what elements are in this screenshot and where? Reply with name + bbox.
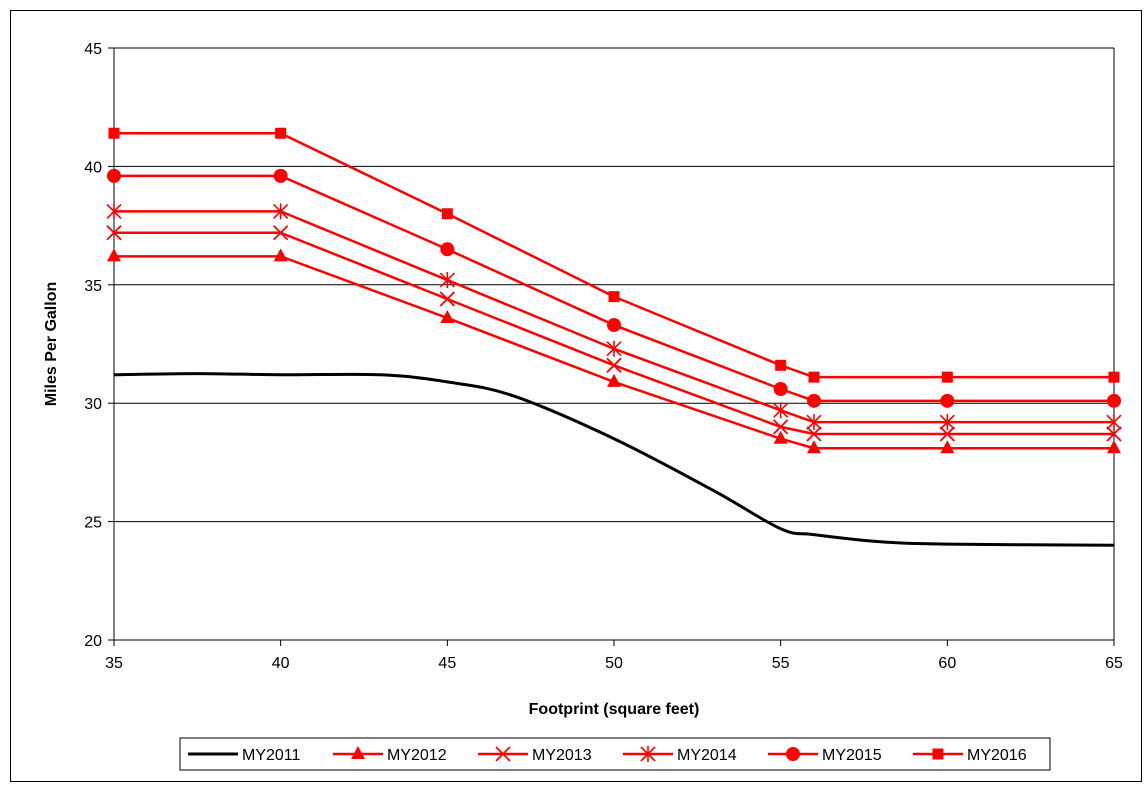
point-MY2015-65 [1107, 393, 1121, 408]
legend-label-MY2012: MY2012 [387, 747, 447, 764]
point-MY2014-45 [439, 272, 455, 289]
point-MY2013-40 [273, 225, 289, 241]
series-line-MY2011 [113, 372, 1115, 547]
legend-box [179, 737, 1051, 771]
series-line-MY2016 [114, 131, 1114, 379]
point-MY2015-45 [440, 242, 455, 257]
point-MY2015-35 [107, 168, 121, 183]
legend-label-MY2011: MY2011 [242, 747, 301, 764]
series-MY2013 [106, 225, 1122, 442]
point-MY2013-35 [106, 225, 122, 241]
series-MY2016 [108, 127, 1120, 383]
legend-item-MY2013: MY2013 [478, 746, 592, 764]
x-tick-label-35: 35 [105, 655, 123, 672]
legend-marker-MY2014 [640, 746, 656, 762]
legend-item-MY2014: MY2014 [623, 746, 737, 764]
point-MY2012-45 [440, 309, 455, 323]
point-MY2014-65 [1106, 414, 1122, 431]
legend-item-MY2015: MY2015 [768, 747, 882, 764]
point-MY2012-50 [607, 373, 621, 387]
legend-marker-MY2016 [932, 748, 944, 760]
series-MY2012 [107, 248, 1121, 454]
point-MY2016-50 [608, 291, 620, 303]
point-MY2015-60 [940, 393, 955, 408]
point-MY2014-40 [273, 203, 289, 220]
x-tick-label-45: 45 [438, 655, 456, 672]
point-MY2016-55 [775, 359, 787, 371]
point-MY2016-65 [1108, 371, 1120, 383]
y-tick-label-25: 25 [84, 515, 102, 532]
chart-frame [10, 10, 1142, 782]
series-MY2015 [107, 168, 1121, 408]
x-axis-title: Footprint (square feet) [529, 701, 700, 718]
point-MY2015-50 [607, 318, 621, 333]
point-MY2012-60 [940, 440, 955, 454]
legend-marker-MY2015 [786, 747, 800, 761]
axes: 20 25 30 35 40 45 35 40 45 50 55 60 65 [84, 41, 1123, 672]
series-MY2011 [113, 372, 1115, 547]
point-MY2012-65 [1107, 440, 1121, 454]
legend-item-MY2016: MY2016 [913, 747, 1027, 764]
x-tick-label-65: 65 [1105, 655, 1123, 672]
point-MY2013-65 [1106, 426, 1122, 442]
series [106, 127, 1122, 547]
point-MY2014-60 [939, 414, 955, 431]
point-MY2013-56 [806, 426, 822, 442]
point-MY2015-55 [773, 381, 788, 396]
point-MY2015-56 [807, 393, 821, 408]
series-line-MY2012 [114, 255, 1114, 450]
y-axis-title: Miles Per Gallon [43, 282, 60, 406]
y-tick-label-20: 20 [84, 633, 102, 650]
point-MY2016-56 [808, 371, 820, 383]
legend-label-MY2014: MY2014 [677, 747, 737, 764]
point-MY2013-55 [773, 419, 789, 435]
series-MY2014 [106, 203, 1122, 431]
legend: MY2011 MY2012 MY2013 MY2014 MY2015 MY2016 [179, 737, 1051, 771]
legend-label-MY2013: MY2013 [532, 747, 592, 764]
y-tick-label-40: 40 [84, 159, 102, 176]
point-MY2013-50 [606, 357, 622, 373]
y-tick-label-35: 35 [84, 278, 102, 295]
point-MY2015-40 [273, 168, 288, 183]
legend-item-MY2012: MY2012 [333, 746, 447, 764]
point-MY2012-40 [273, 248, 288, 262]
legend-marker-MY2013 [495, 746, 511, 762]
series-line-MY2013 [114, 231, 1114, 436]
legend-item-MY2011: MY2011 [188, 747, 301, 764]
point-MY2016-35 [108, 127, 120, 139]
point-MY2014-56 [806, 414, 822, 431]
point-MY2012-55 [773, 430, 788, 444]
point-MY2016-45 [441, 208, 453, 220]
point-MY2016-40 [275, 127, 287, 139]
point-MY2014-35 [106, 203, 122, 220]
x-tick-label-50: 50 [605, 655, 623, 672]
x-tick-label-40: 40 [272, 655, 290, 672]
legend-label-MY2016: MY2016 [967, 747, 1027, 764]
series-line-MY2014 [114, 210, 1114, 424]
point-MY2013-60 [939, 426, 955, 442]
x-tick-label-55: 55 [772, 655, 790, 672]
point-MY2013-45 [439, 291, 455, 307]
legend-label-MY2015: MY2015 [822, 747, 882, 764]
point-MY2016-60 [941, 371, 953, 383]
point-MY2012-35 [107, 248, 121, 262]
point-MY2014-50 [606, 340, 622, 357]
point-MY2012-56 [807, 440, 821, 454]
y-tick-label-45: 45 [84, 41, 102, 58]
x-tick-label-60: 60 [938, 655, 956, 672]
y-tick-label-30: 30 [84, 396, 102, 413]
legend-marker-MY2012 [351, 746, 365, 759]
series-line-MY2015 [114, 174, 1114, 403]
point-MY2014-55 [773, 402, 789, 419]
